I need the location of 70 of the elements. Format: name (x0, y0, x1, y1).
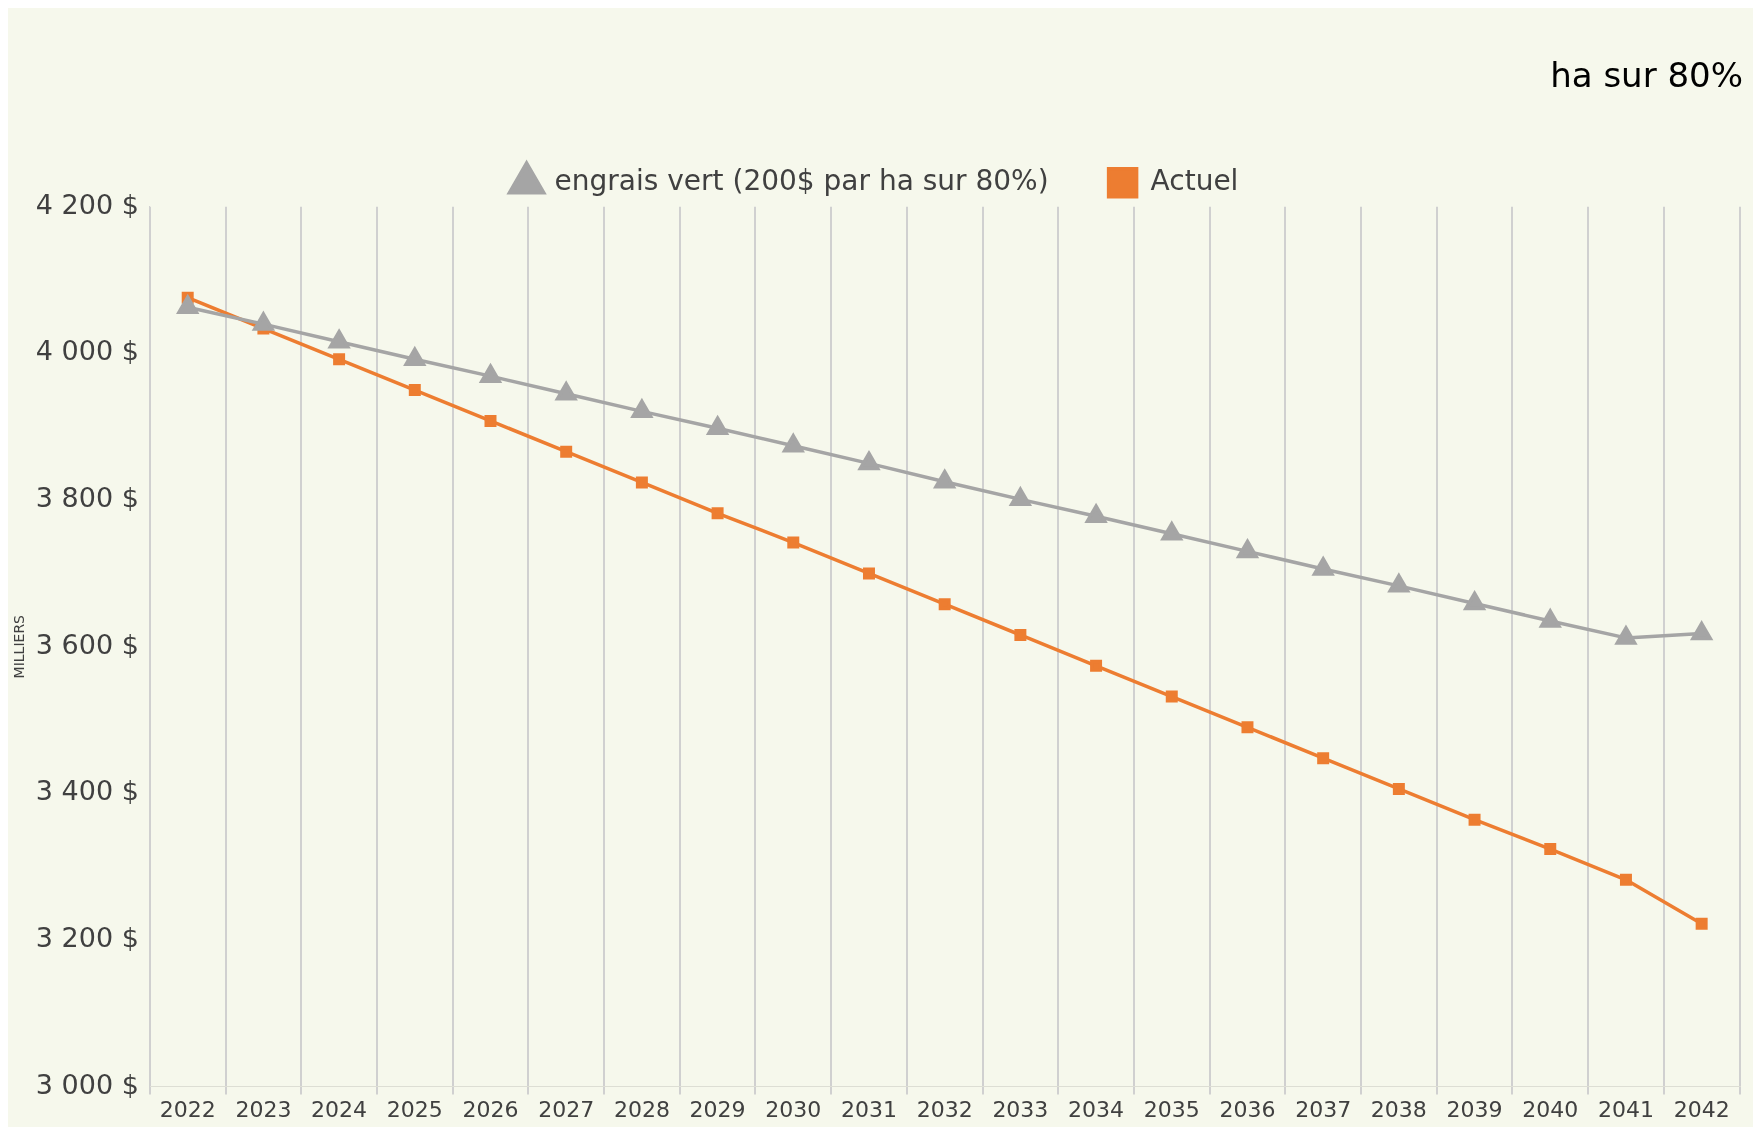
point (1615, 626, 1637, 645)
point (1544, 843, 1557, 856)
point (480, 364, 501, 383)
point (635, 476, 648, 489)
point (1464, 591, 1485, 611)
point (858, 451, 880, 471)
point (782, 434, 804, 453)
point (862, 567, 875, 580)
x-tick-label: 2029 (689, 1096, 746, 1122)
x-tick-label: 2039 (1446, 1096, 1503, 1122)
x-tick-label: 2025 (386, 1096, 443, 1122)
point (711, 507, 724, 520)
point (1317, 752, 1330, 765)
legend-label: engrais vert (200$ par ha sur 80%) (554, 164, 1049, 198)
point (328, 329, 350, 349)
point (1085, 504, 1107, 523)
y-tick-label: 3 800 $ (35, 482, 139, 514)
point (1695, 917, 1708, 930)
x-tick-label: 2030 (765, 1096, 822, 1122)
y-tick-label: 4 200 $ (35, 188, 139, 220)
point (1009, 487, 1031, 507)
point (1539, 609, 1561, 628)
point (1165, 690, 1178, 703)
x-tick-label: 2032 (916, 1096, 973, 1122)
point (1014, 628, 1027, 641)
point (555, 382, 577, 401)
point (707, 416, 728, 435)
point (1312, 557, 1334, 576)
x-tick-label: 2028 (613, 1096, 670, 1122)
x-tick-label: 2034 (1068, 1096, 1125, 1122)
point (252, 312, 274, 331)
y-tick-label: 3 400 $ (35, 775, 139, 807)
x-tick-label: 2031 (840, 1096, 897, 1122)
x-tick-label: 2036 (1219, 1096, 1276, 1122)
x-tick-label: 2023 (235, 1096, 292, 1122)
point (404, 347, 426, 367)
y-tick-label: 3 200 $ (35, 921, 139, 953)
chart-title: ha sur 80% (1550, 55, 1743, 96)
x-tick-label: 2022 (159, 1096, 216, 1122)
point (787, 536, 800, 549)
y-axis-title: MILLIERS (11, 614, 28, 679)
y-tick-label: 3 000 $ (35, 1068, 139, 1100)
x-tick-label: 2024 (311, 1096, 368, 1122)
y-tick-label: 4 000 $ (35, 335, 139, 367)
point (177, 295, 199, 314)
point (1468, 813, 1481, 826)
point (1388, 574, 1410, 593)
point (1237, 539, 1258, 559)
x-tick-label: 2035 (1143, 1096, 1200, 1122)
point (560, 445, 573, 458)
y-tick-label: 3 600 $ (35, 628, 139, 660)
point (1161, 522, 1183, 541)
x-tick-label: 2040 (1522, 1096, 1579, 1122)
x-tick-label: 2038 (1370, 1096, 1427, 1122)
point (934, 469, 956, 489)
point (631, 399, 653, 419)
x-tick-label: 2037 (1295, 1096, 1352, 1122)
legend-label: Actuel (1150, 164, 1239, 198)
point (938, 598, 951, 611)
point (1090, 659, 1103, 672)
x-tick-label: 2026 (462, 1096, 519, 1122)
point (1392, 782, 1405, 795)
point (1241, 721, 1254, 734)
x-tick-label: 2041 (1597, 1096, 1654, 1122)
point (1691, 621, 1713, 641)
x-tick-label: 2033 (992, 1096, 1049, 1122)
point (1619, 873, 1632, 886)
x-tick-label: 2042 (1673, 1096, 1730, 1122)
point (484, 414, 497, 427)
x-tick-label: 2027 (538, 1096, 595, 1122)
